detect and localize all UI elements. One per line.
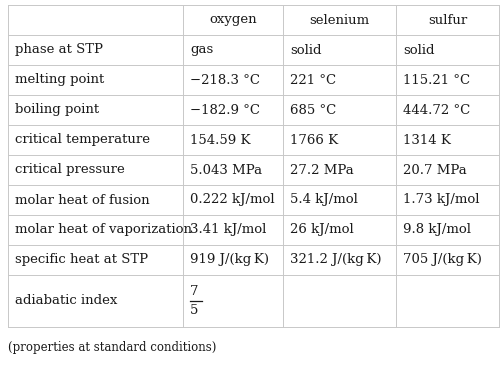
Text: 5.043 MPa: 5.043 MPa bbox=[190, 164, 262, 177]
Text: 115.21 °C: 115.21 °C bbox=[403, 74, 470, 87]
Text: gas: gas bbox=[190, 44, 213, 57]
Text: −218.3 °C: −218.3 °C bbox=[190, 74, 260, 87]
Text: critical pressure: critical pressure bbox=[15, 164, 125, 177]
Text: 3.41 kJ/mol: 3.41 kJ/mol bbox=[190, 224, 267, 237]
Text: adiabatic index: adiabatic index bbox=[15, 294, 117, 307]
Text: 444.72 °C: 444.72 °C bbox=[403, 104, 470, 117]
Text: molar heat of fusion: molar heat of fusion bbox=[15, 194, 150, 207]
Text: oxygen: oxygen bbox=[209, 13, 257, 27]
Text: 5.4 kJ/mol: 5.4 kJ/mol bbox=[290, 194, 358, 207]
Text: sulfur: sulfur bbox=[428, 13, 467, 27]
Text: boiling point: boiling point bbox=[15, 104, 99, 117]
Text: 20.7 MPa: 20.7 MPa bbox=[403, 164, 467, 177]
Text: 26 kJ/mol: 26 kJ/mol bbox=[290, 224, 354, 237]
Text: melting point: melting point bbox=[15, 74, 104, 87]
Text: 0.222 kJ/mol: 0.222 kJ/mol bbox=[190, 194, 275, 207]
Text: 5: 5 bbox=[190, 304, 198, 317]
Text: selenium: selenium bbox=[310, 13, 370, 27]
Text: 1.73 kJ/mol: 1.73 kJ/mol bbox=[403, 194, 479, 207]
Text: 9.8 kJ/mol: 9.8 kJ/mol bbox=[403, 224, 471, 237]
Text: 7: 7 bbox=[190, 285, 198, 298]
Text: 221 °C: 221 °C bbox=[290, 74, 336, 87]
Text: −182.9 °C: −182.9 °C bbox=[190, 104, 260, 117]
Text: solid: solid bbox=[403, 44, 434, 57]
Text: molar heat of vaporization: molar heat of vaporization bbox=[15, 224, 192, 237]
Text: solid: solid bbox=[290, 44, 322, 57]
Text: 27.2 MPa: 27.2 MPa bbox=[290, 164, 354, 177]
Text: specific heat at STP: specific heat at STP bbox=[15, 254, 148, 267]
Text: critical temperature: critical temperature bbox=[15, 134, 150, 147]
Text: (properties at standard conditions): (properties at standard conditions) bbox=[8, 341, 216, 354]
Text: 1314 K: 1314 K bbox=[403, 134, 451, 147]
Text: phase at STP: phase at STP bbox=[15, 44, 103, 57]
Text: 919 J/(kg K): 919 J/(kg K) bbox=[190, 254, 269, 267]
Text: 705 J/(kg K): 705 J/(kg K) bbox=[403, 254, 482, 267]
Text: 1766 K: 1766 K bbox=[290, 134, 338, 147]
Text: 685 °C: 685 °C bbox=[290, 104, 336, 117]
Text: 154.59 K: 154.59 K bbox=[190, 134, 250, 147]
Text: 321.2 J/(kg K): 321.2 J/(kg K) bbox=[290, 254, 381, 267]
